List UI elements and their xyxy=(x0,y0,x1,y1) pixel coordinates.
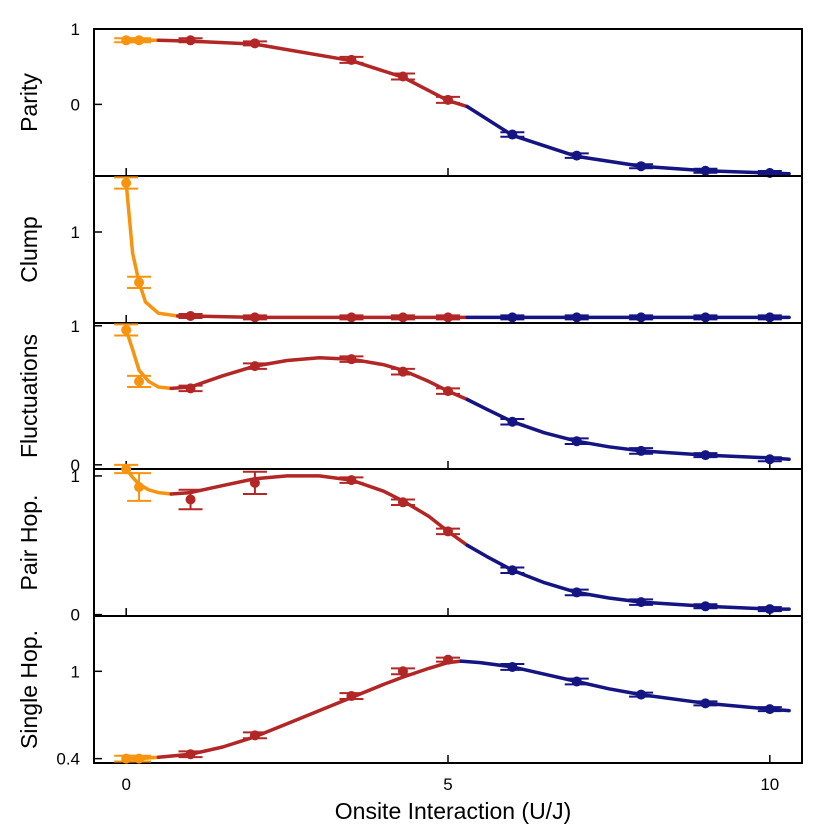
panel-frame xyxy=(93,615,803,764)
y-tick-label-0: 1 xyxy=(71,20,80,39)
panel-4: 1 0 Pair Hop. xyxy=(16,463,803,625)
data-point-red xyxy=(397,312,408,323)
data-point-blue xyxy=(636,689,647,700)
data-point-blue xyxy=(636,161,647,172)
data-point-red xyxy=(346,354,357,365)
data-point-orange xyxy=(121,178,132,188)
data-point-red xyxy=(346,54,357,65)
data-point-red xyxy=(397,666,408,677)
data-point-red xyxy=(443,94,453,105)
data-point-red xyxy=(185,383,196,394)
y-axis-label: Pair Hop. xyxy=(16,495,42,591)
data-point-red xyxy=(443,386,453,397)
data-point-blue xyxy=(700,165,711,176)
data-point-blue xyxy=(700,698,711,709)
data-point-red xyxy=(249,361,260,372)
data-point-orange xyxy=(134,753,145,764)
x-axis-label: Onsite Interaction (U/J) xyxy=(335,798,571,824)
data-point-blue xyxy=(507,312,518,323)
y-axis-label: Clump xyxy=(16,216,42,282)
data-point-blue xyxy=(571,150,582,161)
data-point-red xyxy=(185,749,196,760)
data-point-red xyxy=(249,38,260,49)
data-point-orange xyxy=(134,482,145,493)
data-point-red xyxy=(346,312,357,323)
data-point-blue xyxy=(507,661,518,672)
data-point-blue xyxy=(700,312,711,323)
y-tick-label-0: 1 xyxy=(71,467,80,486)
data-point-orange xyxy=(121,35,132,46)
data-point-blue xyxy=(700,601,711,612)
data-point-blue xyxy=(700,450,711,461)
x-tick-label-0: 0 xyxy=(121,775,130,794)
data-point-orange xyxy=(134,35,145,46)
series-line-red xyxy=(169,474,470,548)
data-point-red xyxy=(249,312,260,323)
series-line-red xyxy=(156,38,470,109)
series-line-red xyxy=(156,659,463,759)
data-point-blue xyxy=(764,312,775,323)
data-point-red xyxy=(185,494,196,505)
data-point-blue xyxy=(636,597,647,608)
y-tick-label-1: 0.4 xyxy=(56,750,80,769)
y-tick-label-0: 1 xyxy=(71,223,80,242)
y-tick-label-0: 1 xyxy=(71,662,80,681)
data-point-blue xyxy=(507,565,518,576)
series-line-blue xyxy=(465,104,791,176)
x-tick-label-10: 10 xyxy=(760,775,779,794)
series-line-orange xyxy=(124,328,173,391)
data-point-blue xyxy=(571,676,582,687)
data-point-blue xyxy=(764,704,775,715)
series-line-blue xyxy=(459,659,791,713)
data-point-red xyxy=(397,366,408,377)
data-point-blue xyxy=(636,445,647,456)
data-point-red xyxy=(346,691,357,702)
y-tick-label-1: 0 xyxy=(71,606,80,625)
data-point-red xyxy=(397,71,408,82)
data-point-red xyxy=(443,312,453,323)
data-point-red xyxy=(249,730,260,741)
series-line-blue xyxy=(465,543,791,611)
y-axis-label: Single Hop. xyxy=(16,630,42,749)
data-point-orange xyxy=(134,376,145,387)
series-line-orange xyxy=(124,181,180,318)
x-tick-label-5: 5 xyxy=(443,775,452,794)
panel-frame xyxy=(93,175,803,324)
y-tick-label-1: 0 xyxy=(71,456,80,475)
data-point-blue xyxy=(764,604,775,615)
x-axis: 0 5 10 Onsite Interaction (U/J) xyxy=(121,775,779,824)
y-axis-label: Fluctuations xyxy=(16,334,42,458)
data-point-blue xyxy=(507,129,518,140)
data-point-blue xyxy=(764,454,775,465)
y-axis-label: Parity xyxy=(16,73,42,132)
data-point-blue xyxy=(571,312,582,323)
y-tick-label-1: 0 xyxy=(71,95,80,114)
panel-2: 1 Clump xyxy=(16,175,803,324)
panel-5: 1 0.4 Single Hop. xyxy=(16,615,803,769)
data-point-red xyxy=(249,477,260,488)
data-point-red xyxy=(443,526,453,537)
data-point-blue xyxy=(636,312,647,323)
data-point-blue xyxy=(507,416,518,427)
series-line-red xyxy=(169,356,470,402)
data-point-red xyxy=(185,35,196,46)
y-tick-label-0: 1 xyxy=(71,317,80,336)
panel-3: 1 0 Fluctuations xyxy=(16,317,803,475)
panel-1: 1 0 Parity xyxy=(16,20,803,178)
series-line-red xyxy=(175,314,470,320)
series-line-blue xyxy=(465,397,791,462)
data-point-red xyxy=(346,475,357,486)
data-point-red xyxy=(397,497,408,508)
data-point-red xyxy=(443,654,453,665)
data-point-orange xyxy=(121,464,132,474)
data-point-blue xyxy=(571,587,582,598)
data-point-red xyxy=(185,311,196,321)
data-point-orange xyxy=(121,324,132,335)
data-point-blue xyxy=(571,436,582,447)
data-point-orange xyxy=(134,277,145,288)
